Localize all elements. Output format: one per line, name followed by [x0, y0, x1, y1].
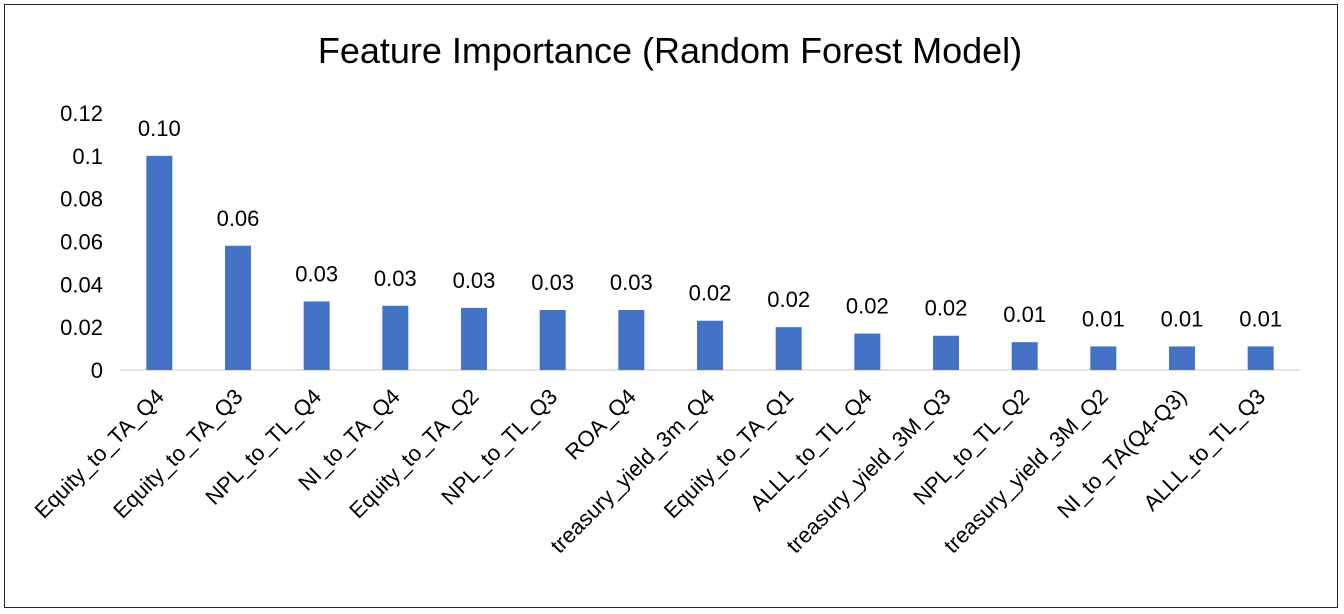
y-tick-label: 0.04 — [60, 272, 103, 297]
data-label: 0.03 — [610, 270, 653, 295]
data-label: 0.01 — [1003, 302, 1046, 327]
y-tick-label: 0 — [91, 358, 103, 383]
x-tick-label: Equity_to_TA_Q4 — [30, 384, 169, 523]
y-tick-label: 0.12 — [60, 101, 103, 126]
data-label: 0.02 — [925, 296, 968, 321]
data-label: 0.01 — [1239, 306, 1282, 331]
bar — [854, 333, 881, 370]
bar — [697, 320, 723, 370]
data-label: 0.03 — [374, 266, 417, 291]
bar — [933, 335, 959, 370]
bar — [461, 307, 487, 370]
bar — [1011, 342, 1038, 370]
bar — [775, 327, 802, 370]
bar — [382, 305, 409, 370]
data-labels: 0.10 0.06 0.03 0.03 0.03 0.03 0.03 0.02 0.02 0.02… — [138, 116, 1282, 332]
data-label: 0.01 — [1082, 306, 1125, 331]
bar — [1169, 346, 1195, 370]
data-label: 0.03 — [295, 261, 338, 286]
x-axis-ticks: Equity_to_TA_Q4Equity_to_TA_Q3NPL_to_TL_… — [30, 384, 1271, 558]
data-label: 0.02 — [846, 294, 889, 319]
y-tick-label: 0.06 — [60, 230, 103, 255]
data-label: 0.02 — [689, 281, 732, 306]
data-label: 0.03 — [453, 268, 496, 293]
bar — [1090, 346, 1117, 370]
y-tick-label: 0.02 — [60, 315, 103, 340]
data-label: 0.01 — [1161, 306, 1204, 331]
bar — [1247, 346, 1274, 370]
y-tick-label: 0.08 — [60, 187, 103, 212]
bar — [225, 245, 251, 370]
bar — [618, 310, 645, 370]
data-label: 0.06 — [217, 206, 260, 231]
data-label: 0.02 — [767, 287, 810, 312]
chart-title: Feature Importance (Random Forest Model) — [317, 30, 1023, 71]
bar — [303, 301, 330, 370]
data-label: 0.03 — [531, 270, 574, 295]
y-axis-ticks: 0 0.02 0.04 0.06 0.08 0.1 0.12 — [60, 101, 103, 383]
x-tick-label: ROA_Q4 — [560, 384, 641, 465]
bars — [146, 155, 1274, 370]
bar — [146, 155, 173, 370]
y-tick-label: 0.1 — [72, 144, 103, 169]
bar — [539, 310, 566, 370]
data-label: 0.10 — [138, 116, 181, 141]
